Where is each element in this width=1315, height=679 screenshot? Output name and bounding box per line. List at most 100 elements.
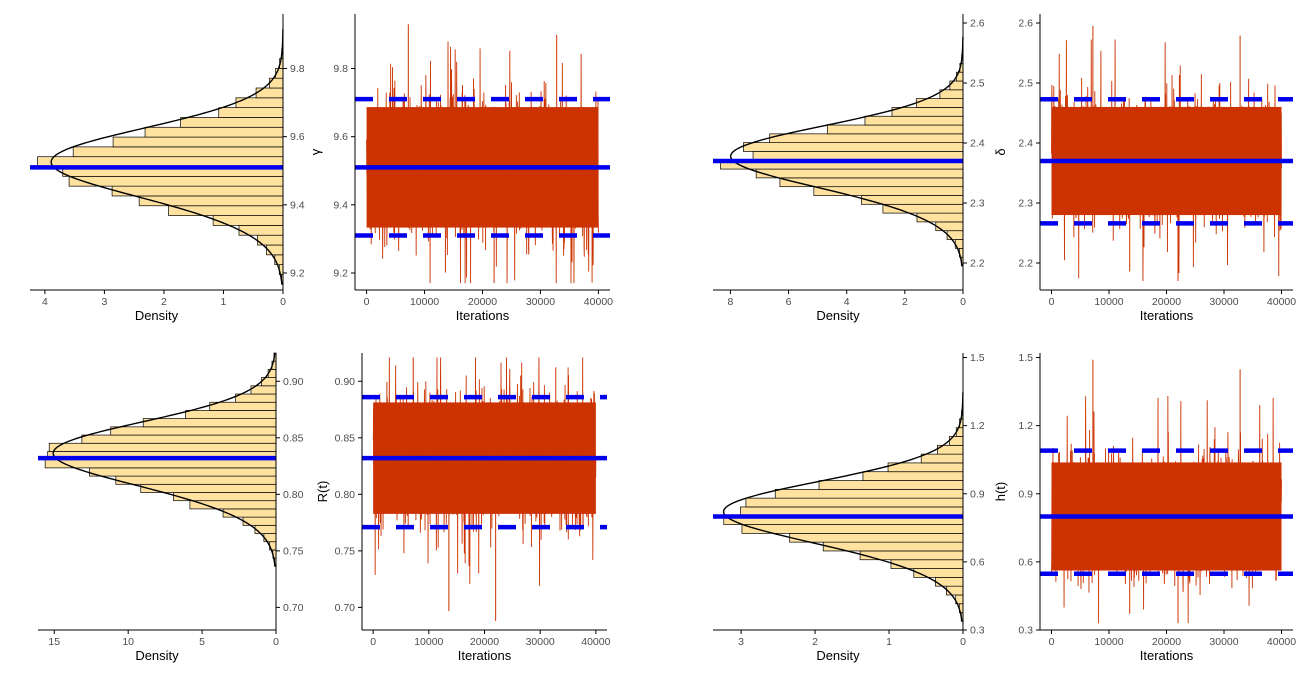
x-tick-label: 4 — [844, 296, 850, 308]
histogram-bar — [48, 442, 277, 452]
x-tick-label: 5 — [199, 636, 205, 648]
histogram-bar — [37, 156, 284, 167]
histogram-bar — [89, 467, 277, 477]
y-tick-label: 0.85 — [335, 432, 356, 444]
histogram-bar — [946, 585, 964, 596]
density-x-title: Density — [135, 648, 179, 663]
density-y-axis: 2.2 2.3 2.4 2.5 2.6 — [962, 14, 985, 290]
histogram-bar — [891, 107, 964, 117]
y-tick-label: 0.85 — [283, 432, 304, 444]
y-tick-label: 2.6 — [1018, 18, 1033, 30]
density-curve — [50, 29, 284, 285]
y-tick-label: 2.3 — [970, 198, 985, 210]
y-tick-label: 0.80 — [335, 489, 356, 501]
histogram-bar — [813, 186, 964, 196]
iterations-x-title: Iterations — [458, 648, 512, 663]
histogram-bar — [115, 475, 277, 485]
histogram-bar — [81, 434, 277, 444]
histogram-bar — [209, 401, 277, 411]
histogram-bar — [935, 221, 964, 232]
x-tick-label: 20000 — [1152, 636, 1181, 648]
trace-line — [1051, 395, 1282, 624]
histogram-bar — [44, 459, 277, 469]
y-tick-label: 2.3 — [1018, 198, 1033, 210]
x-tick-label: 30000 — [526, 296, 555, 308]
histogram-bar — [864, 115, 964, 126]
x-tick-label: 30000 — [1209, 296, 1238, 308]
x-tick-label: 10000 — [414, 636, 443, 648]
trace-plot-gamma: 9.2 9.4 9.6 9.8 γ 0 10000 20000 30000 40000 Iterat… — [308, 14, 613, 323]
y-tick-label: 9.2 — [290, 267, 305, 279]
y-tick-label: 0.70 — [283, 602, 304, 614]
iterations-x-title: Iterations — [456, 308, 510, 323]
x-tick-label: 30000 — [526, 636, 555, 648]
x-tick-label: 2 — [812, 636, 818, 648]
histogram-bar — [939, 89, 964, 99]
x-tick-label: 1 — [886, 636, 892, 648]
density-y-axis: 0.3 0.6 0.9 1.2 1.5 — [962, 352, 985, 637]
histogram-bar — [755, 168, 964, 179]
x-tick-label: 40000 — [581, 636, 610, 648]
x-tick-label: 0 — [1049, 296, 1055, 308]
x-tick-label: 40000 — [1267, 636, 1296, 648]
y-tick-label: 0.70 — [335, 602, 356, 614]
trace-line — [366, 41, 599, 284]
y-tick-label: 2.4 — [970, 138, 985, 150]
histogram-bar — [72, 146, 284, 158]
x-tick-label: 10000 — [1094, 636, 1123, 648]
trace-plot-reliability: 0.70 0.75 0.80 0.85 0.90 R(t) 0 10000 20000 30000… — [315, 353, 611, 663]
x-tick-label: 10000 — [410, 296, 439, 308]
x-tick-label: 20000 — [1152, 296, 1181, 308]
y-tick-label: 2.6 — [970, 18, 985, 30]
x-tick-label: 0 — [364, 296, 370, 308]
y-tick-label: 0.6 — [970, 556, 985, 568]
histogram-bar — [142, 418, 277, 428]
density-y-axis: 9.2 9.4 9.6 9.8 — [282, 14, 305, 290]
iterations-x-title: Iterations — [1140, 648, 1194, 663]
y-tick-label: 9.8 — [290, 63, 305, 75]
histogram-bar — [112, 136, 284, 148]
histogram-bar — [180, 117, 284, 128]
density-x-axis: 8 6 4 2 0 Density — [713, 289, 966, 323]
density-x-axis: 15 10 5 0 Density — [38, 629, 279, 663]
y-tick-label: 0.80 — [283, 489, 304, 501]
y-tick-label: 9.8 — [333, 63, 348, 75]
trace-plot-delta: 2.2 2.3 2.4 2.5 2.6 δ 0 10000 20000 30000 40000 Ite… — [993, 14, 1296, 323]
density-plot-delta: 2.2 2.3 2.4 2.5 2.6 8 6 4 2 0 Density — [713, 14, 985, 323]
x-tick-label: 2 — [161, 296, 167, 308]
x-tick-label: 40000 — [1267, 296, 1296, 308]
x-tick-label: 2 — [902, 296, 908, 308]
histogram-bar — [111, 185, 284, 197]
histogram-bar — [254, 524, 277, 534]
x-tick-label: 10 — [122, 636, 134, 648]
x-tick-label: 0 — [280, 296, 286, 308]
density-plot-reliability: 0.70 0.75 0.80 0.85 0.90 15 10 5 0 Density — [38, 352, 304, 663]
parameter-y-title: δ — [993, 148, 1008, 155]
histogram-bar — [235, 393, 277, 403]
y-tick-label: 2.4 — [1018, 138, 1033, 150]
y-tick-label: 9.4 — [290, 199, 305, 211]
y-tick-label: 0.90 — [335, 376, 356, 388]
histogram-bar — [887, 462, 964, 473]
y-tick-label: 1.2 — [970, 420, 985, 432]
y-tick-label: 1.5 — [970, 352, 985, 364]
y-tick-label: 0.9 — [1018, 488, 1033, 500]
density-x-axis: 3 2 1 0 Density — [713, 629, 966, 663]
y-tick-label: 0.75 — [283, 545, 304, 557]
trace-line — [372, 357, 597, 586]
y-tick-label: 9.4 — [333, 199, 348, 211]
y-tick-label: 9.2 — [333, 267, 348, 279]
trace-x-axis: 0 10000 20000 30000 40000 Iterations — [1040, 629, 1296, 663]
x-tick-label: 30000 — [1209, 636, 1238, 648]
histogram-bar — [913, 568, 964, 578]
x-tick-label: 8 — [728, 296, 734, 308]
histogram-bar — [274, 254, 284, 265]
y-tick-label: 0.3 — [1018, 625, 1033, 637]
iterations-x-title: Iterations — [1140, 308, 1194, 323]
parameter-y-title: R(t) — [315, 481, 330, 503]
x-tick-label: 0 — [960, 296, 966, 308]
histogram-bar — [266, 244, 284, 256]
x-tick-label: 4 — [42, 296, 48, 308]
